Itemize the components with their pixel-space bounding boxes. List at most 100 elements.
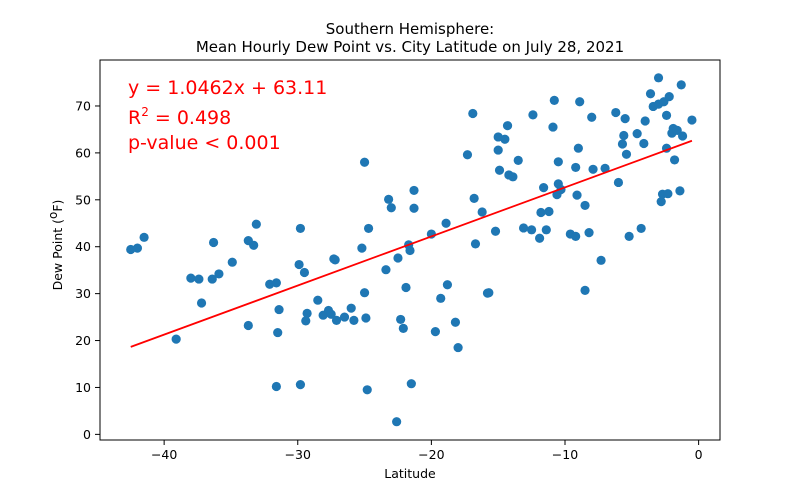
scatter-point [600,163,610,173]
scatter-point [294,259,304,270]
scatter-point [295,380,306,390]
scatter-point [613,177,624,188]
scatter-point [653,73,664,83]
scatter-point [596,255,606,265]
scatter-point [502,121,513,131]
chart-title-line2: Mean Hourly Dew Point vs. City Latitude … [196,38,624,56]
scatter-point [575,97,585,107]
scatter-point [588,164,598,174]
scatter-point [553,157,563,167]
scatter-point [139,232,149,242]
scatter-point [677,131,688,141]
scatter-point [384,194,394,204]
scatter-point [620,114,630,124]
scatter-point [571,162,581,173]
scatter-point [393,253,403,263]
scatter-point [381,265,391,275]
scatter-point [548,122,558,132]
scatter-point [430,327,440,337]
scatter-point [208,237,219,248]
scatter-point [572,190,582,200]
scatter-point [249,240,259,250]
scatter-point [663,189,673,199]
scatter-point [331,315,342,325]
scatter-point [363,223,374,234]
scatter-point [441,218,451,228]
x-axis-label: Latitude [384,466,436,481]
y-tick-label: 60 [75,145,91,160]
y-axis-label-unit: F) [50,200,65,212]
regression-annotation: y = 1.0462x + 63.11 R2 = 0.498 p-value <… [128,77,327,154]
y-axis-label-degree: o [46,212,60,219]
scatter-point [186,273,196,283]
scatter-point [687,115,697,125]
scatter-point [453,342,463,353]
scatter-point [470,239,481,249]
scatter-point [243,320,253,331]
scatter-point [518,223,529,233]
y-axis-label: Dew Point (oF) [46,200,65,291]
scatter-point [271,381,281,392]
scatter-point [675,186,685,196]
x-tick-label: −20 [418,447,444,462]
scatter-point [539,183,549,193]
y-axis-label-main: Dew Point ( [50,219,65,290]
scatter-point [669,155,680,165]
scatter-point [274,304,284,315]
scatter-point [500,134,510,144]
plot-area [126,73,697,427]
scatter-point [227,257,237,267]
scatter-point [251,219,261,229]
scatter-point [477,207,487,217]
scatter-point [508,172,518,182]
scatter-point [359,288,370,298]
x-tick-label: −30 [285,447,311,462]
scatter-point [468,108,478,119]
scatter-point [405,245,415,256]
scatter-point [392,417,402,427]
scatter-point [676,80,686,90]
scatter-point [587,112,597,122]
scatter-point [580,285,590,295]
regression-line [130,139,693,348]
scatter-point [295,223,306,234]
scatter-point [132,243,143,253]
scatter-point [386,203,396,213]
scatter-point [194,274,204,284]
scatter-point [401,282,411,293]
scatter-point [359,157,370,167]
scatter-point [661,110,672,120]
scatter-point [301,316,311,326]
scatter-point [313,295,323,305]
scatter-point [580,200,590,211]
scatter-point [484,288,494,298]
scatter-point [656,197,666,207]
r-squared-prefix: R [128,107,141,129]
scatter-point [617,139,628,149]
y-tick-label: 50 [75,192,91,207]
scatter-point [611,107,621,118]
r-squared-superscript: 2 [141,105,149,119]
scatter-point [541,225,551,235]
regression-equation: y = 1.0462x + 63.11 [128,77,327,99]
scatter-point [214,269,224,279]
y-tick-label: 20 [75,333,91,348]
scatter-point [528,110,538,120]
scatter-point [196,298,207,308]
axes-frame [99,59,721,441]
scatter-point [536,207,546,218]
scatter-point [490,226,501,236]
y-tick-label: 40 [75,239,91,254]
scatter-point [645,89,656,99]
scatter-point [361,313,371,323]
y-tick-label: 30 [75,286,91,301]
scatter-point [493,145,503,155]
scatter-point [346,303,356,313]
scatter-point [494,165,505,175]
scatter-point [513,155,523,165]
scatter-point [664,91,674,102]
scatter-point [273,327,283,338]
scatter-point [326,309,336,319]
scatter-point [549,95,559,105]
scatter-point [396,314,406,325]
